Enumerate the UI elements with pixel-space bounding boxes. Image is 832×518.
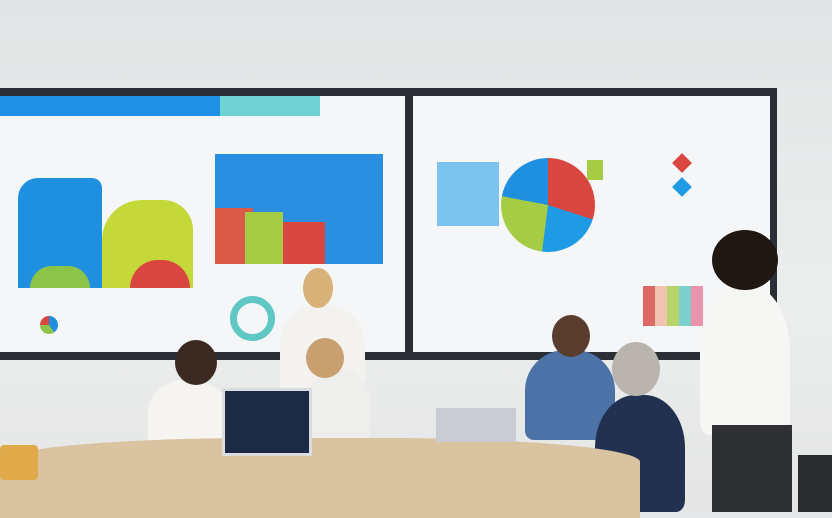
area-shape — [437, 162, 499, 226]
chair — [798, 455, 832, 512]
person-seated-center — [308, 370, 370, 440]
bar-cluster — [643, 286, 703, 326]
donut-chart — [230, 296, 275, 341]
header-bar-accent — [220, 96, 320, 116]
bar-chart — [215, 154, 383, 264]
diamond-chart — [672, 153, 692, 173]
person-head — [306, 338, 344, 378]
person-head — [552, 315, 590, 357]
handbag — [0, 445, 38, 480]
legend-square — [587, 160, 603, 180]
conference-table — [0, 438, 640, 518]
display-screen — [0, 88, 777, 360]
left-dashboard-panel — [0, 96, 405, 352]
person-head — [303, 268, 333, 308]
diamond-chart-blue — [672, 177, 692, 197]
person-head — [175, 340, 217, 385]
person-head — [612, 342, 660, 396]
person-standing-right — [700, 285, 790, 435]
small-pie-chart — [40, 316, 58, 334]
person-head — [712, 230, 778, 290]
laptop-monitor — [222, 388, 312, 456]
area-chart — [18, 176, 193, 288]
header-bar — [0, 96, 220, 116]
person-trousers — [712, 425, 792, 512]
laptop — [436, 408, 516, 442]
pie-chart — [501, 158, 595, 252]
